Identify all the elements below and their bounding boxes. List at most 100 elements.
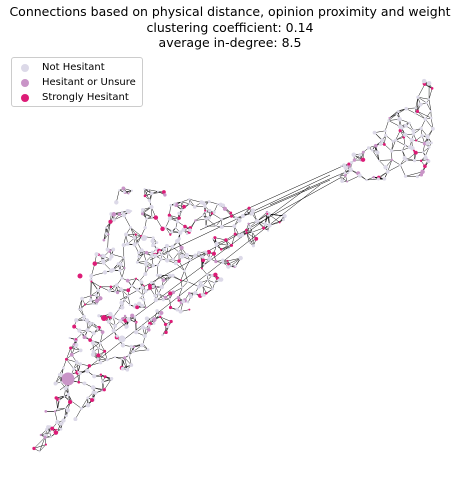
- node-not-hesitant: [403, 174, 408, 178]
- node-not-hesitant: [60, 373, 64, 376]
- network-edge: [206, 218, 217, 227]
- network-edge: [417, 84, 425, 98]
- node-hesitant-or-unsure: [155, 286, 158, 289]
- node-not-hesitant: [412, 158, 417, 163]
- node-not-hesitant: [90, 385, 96, 390]
- node-not-hesitant: [120, 305, 125, 310]
- network-edge: [384, 120, 389, 131]
- node-not-hesitant: [98, 360, 103, 365]
- node-not-hesitant: [130, 189, 133, 192]
- node-not-hesitant: [203, 263, 206, 266]
- node-not-hesitant: [422, 151, 425, 154]
- node-hesitant-or-unsure: [179, 245, 184, 250]
- node-not-hesitant: [202, 293, 206, 297]
- node-strongly-hesitant: [233, 232, 237, 236]
- node-not-hesitant: [237, 218, 242, 223]
- node-hesitant-or-unsure: [159, 310, 164, 315]
- network-edge: [391, 140, 396, 152]
- node-not-hesitant: [358, 153, 362, 157]
- network-edge: [130, 227, 135, 239]
- node-strongly-hesitant: [108, 219, 113, 224]
- legend-marker-not-hesitant: [21, 63, 29, 72]
- network-edge: [169, 205, 171, 216]
- node-not-hesitant: [104, 232, 108, 236]
- node-not-hesitant: [111, 267, 116, 272]
- network-edge: [181, 199, 190, 203]
- node-strongly-hesitant: [134, 233, 137, 236]
- network-edge: [199, 164, 346, 231]
- network-edge: [366, 178, 379, 181]
- network-edge: [71, 401, 82, 409]
- node-not-hesitant: [211, 287, 214, 291]
- node-not-hesitant: [122, 256, 126, 259]
- node-strongly-hesitant: [72, 324, 77, 329]
- node-hesitant-or-unsure: [121, 186, 126, 191]
- node-not-hesitant: [101, 254, 107, 259]
- node-not-hesitant: [399, 125, 404, 130]
- node-not-hesitant: [199, 200, 204, 205]
- node-not-hesitant: [78, 362, 82, 366]
- node-not-hesitant: [188, 258, 192, 262]
- node-not-hesitant: [111, 328, 116, 333]
- node-not-hesitant: [133, 329, 139, 335]
- network-edge: [149, 174, 331, 261]
- network-edge: [205, 218, 208, 227]
- node-not-hesitant: [395, 113, 398, 116]
- node-strongly-hesitant: [360, 157, 366, 162]
- node-not-hesitant: [240, 213, 245, 219]
- node-not-hesitant: [149, 201, 152, 204]
- node-not-hesitant: [147, 198, 151, 202]
- network-edge: [133, 349, 149, 352]
- node-strongly-hesitant: [382, 142, 386, 146]
- node-not-hesitant: [68, 336, 71, 340]
- node-not-hesitant: [64, 407, 67, 410]
- node-not-hesitant: [221, 261, 225, 265]
- legend-item-hesitant-or-unsure: Hesitant or Unsure: [12, 75, 142, 90]
- network-edge: [57, 408, 66, 410]
- node-not-hesitant: [216, 203, 219, 206]
- node-not-hesitant: [413, 111, 417, 115]
- node-not-hesitant: [85, 402, 91, 408]
- node-strongly-hesitant: [183, 224, 187, 229]
- node-hesitant-or-unsure: [115, 290, 120, 295]
- node-not-hesitant: [181, 228, 184, 231]
- node-not-hesitant: [150, 192, 153, 195]
- node-not-hesitant: [113, 323, 118, 328]
- node-not-hesitant: [207, 256, 212, 261]
- node-not-hesitant: [88, 321, 93, 326]
- network-edge: [225, 233, 236, 241]
- node-not-hesitant: [426, 136, 430, 140]
- node-not-hesitant: [65, 414, 68, 417]
- node-hesitant-or-unsure: [163, 193, 167, 197]
- node-not-hesitant: [234, 216, 238, 220]
- node-hesitant-or-unsure: [82, 335, 87, 340]
- network-edge: [200, 256, 203, 269]
- node-not-hesitant: [219, 217, 223, 221]
- node-not-hesitant: [65, 408, 71, 413]
- node-strongly-hesitant: [430, 87, 434, 90]
- node-not-hesitant: [77, 328, 82, 333]
- node-not-hesitant: [45, 427, 49, 432]
- node-not-hesitant: [207, 200, 211, 204]
- node-strongly-hesitant: [179, 279, 182, 282]
- node-hesitant-or-unsure: [426, 158, 429, 161]
- node-not-hesitant: [428, 98, 431, 101]
- node-not-hesitant: [166, 278, 169, 281]
- node-not-hesitant: [82, 314, 86, 319]
- node-not-hesitant: [180, 200, 183, 203]
- node-not-hesitant: [366, 146, 371, 150]
- node-not-hesitant: [158, 250, 162, 254]
- node-not-hesitant: [155, 309, 159, 313]
- node-not-hesitant: [212, 210, 216, 214]
- node-strongly-hesitant: [412, 149, 415, 152]
- edges-layer: [33, 80, 434, 452]
- node-not-hesitant: [58, 399, 61, 402]
- node-not-hesitant: [173, 202, 176, 205]
- node-hesitant-or-unsure: [163, 295, 167, 300]
- node-not-hesitant: [146, 348, 150, 352]
- node-strongly-hesitant: [278, 221, 281, 224]
- node-not-hesitant: [66, 393, 70, 397]
- node-strongly-hesitant: [413, 150, 418, 155]
- node-not-hesitant: [170, 273, 175, 278]
- node-strongly-hesitant: [204, 291, 208, 295]
